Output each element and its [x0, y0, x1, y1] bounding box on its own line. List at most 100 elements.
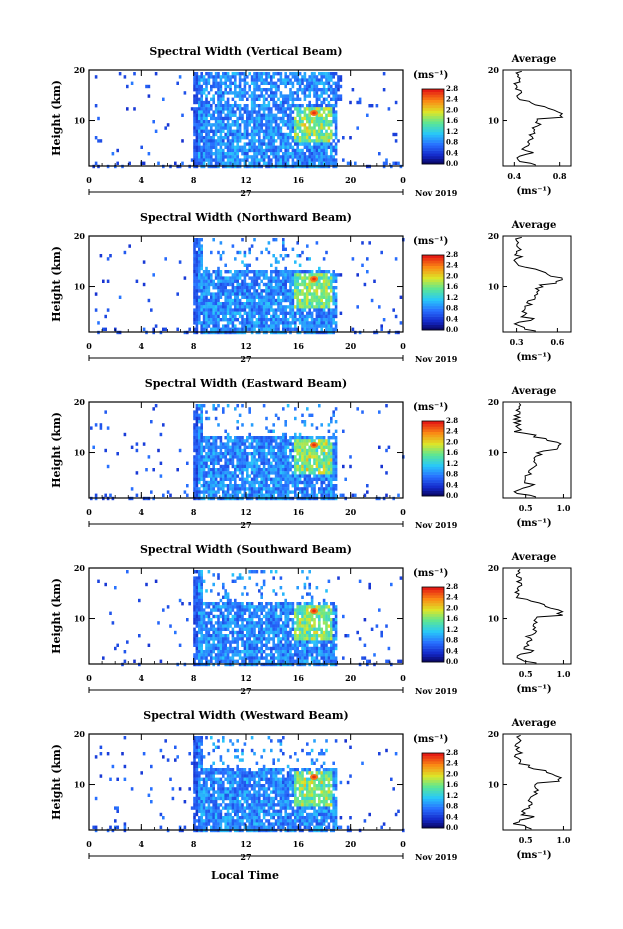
heatmap-cell [315, 436, 319, 440]
heatmap-cell [322, 273, 326, 277]
heatmap-cell [260, 455, 263, 459]
heatmap-cell [243, 273, 247, 277]
colorbar-swatch [422, 123, 444, 127]
heatmap-cell [289, 72, 292, 76]
heatmap-cell [274, 113, 278, 117]
heatmap-cell [298, 152, 302, 156]
heatmap-cell [262, 324, 266, 328]
x-tick-label: 0 [400, 507, 406, 517]
heatmap-cell [325, 439, 328, 443]
heatmap-cell [217, 97, 220, 101]
heatmap-cell [241, 650, 244, 654]
heatmap-cell [258, 436, 261, 440]
heatmap-cell [236, 286, 239, 290]
heatmap-cell [310, 305, 314, 309]
colorbar-swatch [422, 139, 444, 143]
heatmap-cell [248, 445, 251, 449]
heatmap-cell [200, 129, 203, 133]
heatmap-cell [392, 161, 395, 165]
heatmap-cell [200, 407, 203, 411]
heatmap-cell [229, 276, 232, 280]
heatmap-cell [253, 238, 256, 242]
heatmap-cell [291, 282, 295, 287]
heatmap-cell [267, 477, 271, 481]
heatmap-cell [205, 270, 208, 274]
heatmap-cell [284, 442, 287, 446]
heatmap-cell [334, 152, 338, 156]
heatmap-cell [315, 445, 319, 449]
heatmap-cell [210, 445, 213, 449]
heatmap-cell [303, 480, 307, 485]
heatmap-cell [258, 458, 261, 462]
heatmap-cell [250, 439, 254, 443]
heatmap-cell [308, 305, 311, 309]
heatmap-cell [214, 308, 218, 312]
heatmap-cell [236, 298, 239, 303]
heatmap-cell [217, 88, 220, 92]
heatmap-cell [224, 452, 227, 456]
heatmap-cell [318, 302, 321, 306]
heatmap-cell [202, 107, 206, 111]
heatmap-cell [274, 471, 278, 475]
heatmap-cell [387, 445, 391, 449]
heatmap-cell [234, 445, 237, 449]
heatmap-cell [226, 100, 230, 105]
heatmap-cell [250, 436, 254, 440]
heatmap-cell [318, 286, 321, 290]
heatmap-cell [265, 614, 268, 619]
heatmap-cell [279, 81, 283, 85]
heatmap-cell [253, 439, 256, 443]
heatmap-cell [310, 104, 314, 108]
heatmap-cell [392, 132, 395, 137]
heatmap-cell [248, 305, 251, 309]
heatmap-cell [286, 464, 290, 469]
heatmap-cell [282, 305, 285, 309]
heatmap-cell [327, 464, 331, 469]
heatmap-cell [234, 91, 237, 95]
heatmap-cell [200, 429, 203, 433]
heatmap-cell [200, 468, 203, 472]
heatmap-cell [243, 321, 247, 325]
heatmap-cell [380, 250, 383, 255]
heatmap-cell [217, 81, 220, 85]
heatmap-cell [286, 148, 290, 153]
heatmap-cell [303, 286, 307, 290]
heatmap-cell [322, 120, 326, 124]
heatmap-cell [286, 487, 290, 491]
heatmap-cell [267, 161, 271, 165]
heatmap-cell [267, 490, 271, 494]
heatmap-cell [224, 298, 227, 303]
heatmap-cell [236, 487, 239, 491]
heatmap-cell [193, 570, 196, 574]
heatmap-cell [222, 477, 225, 481]
heatmap-cell [318, 72, 321, 76]
heatmap-cell [313, 123, 316, 127]
profile-title: Average [511, 220, 557, 231]
heatmap-cell [313, 324, 316, 328]
heatmap-cell [222, 618, 225, 622]
heatmap-cell [202, 471, 206, 475]
heatmap-cell [226, 487, 230, 491]
heatmap-cell [267, 621, 271, 625]
heatmap-cell [205, 439, 208, 443]
heatmap-cell [202, 464, 206, 469]
heatmap-cell [301, 155, 304, 159]
heatmap-cell [284, 305, 287, 309]
heatmap-cell [212, 84, 215, 89]
heatmap-cell [210, 142, 213, 146]
heatmap-cell [214, 84, 218, 89]
heatmap-cell [332, 113, 335, 117]
heatmap-cell [262, 436, 266, 440]
heatmap-cell [198, 155, 201, 159]
heatmap-cell [231, 139, 235, 143]
heatmap-cell [315, 295, 319, 299]
heatmap-cell [325, 123, 328, 127]
heatmap-cell [198, 244, 201, 248]
heatmap-cell [260, 158, 263, 162]
heatmap-cell [298, 455, 302, 459]
heatmap-cell [241, 116, 244, 121]
heatmap-cell [315, 327, 319, 331]
heatmap-cell [169, 493, 172, 497]
heatmap-cell [111, 152, 115, 156]
heatmap-cell [219, 132, 223, 137]
